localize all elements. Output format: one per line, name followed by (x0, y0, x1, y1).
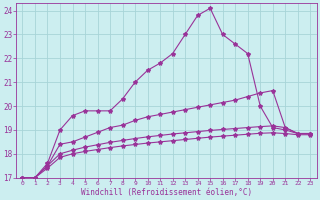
X-axis label: Windchill (Refroidissement éolien,°C): Windchill (Refroidissement éolien,°C) (81, 188, 252, 197)
